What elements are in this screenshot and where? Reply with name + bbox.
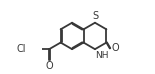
Text: O: O [111,43,119,53]
Text: S: S [92,11,99,21]
Text: NH: NH [95,51,109,60]
Text: O: O [45,61,53,71]
Text: Cl: Cl [17,44,26,54]
